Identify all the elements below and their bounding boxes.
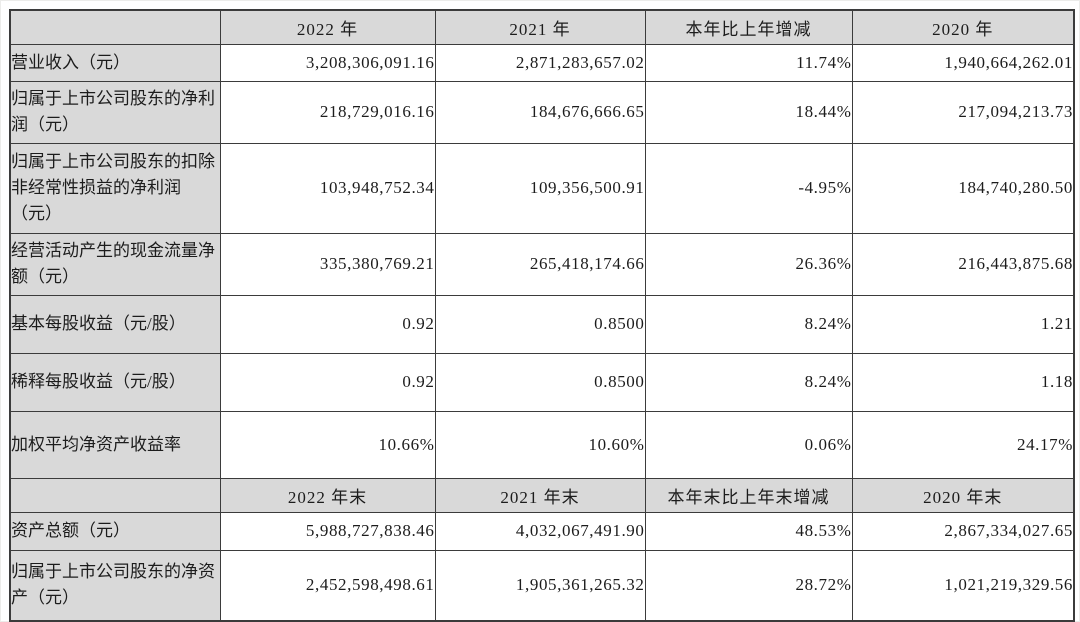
cell-2022: 218,729,016.16 (219, 81, 436, 144)
cell-change: 0.06% (644, 410, 853, 479)
cell-2020: 216,443,875.68 (851, 232, 1075, 296)
header-2022-yearend: 2022 年末 (219, 477, 436, 513)
cell-2022: 103,948,752.34 (219, 142, 436, 234)
cell-2020: 24.17% (851, 410, 1075, 479)
cell-change: -4.95% (644, 142, 853, 234)
cell-2022: 335,380,769.21 (219, 232, 436, 296)
table-row-header-annual: 2022 年 2021 年 本年比上年增减 2020 年 (9, 9, 1075, 45)
header-blank (9, 9, 221, 45)
header-2021-yearend: 2021 年末 (434, 477, 646, 513)
table-row-weighted-avg-roe: 加权平均净资产收益率 10.66% 10.60% 0.06% 24.17% (9, 410, 1075, 479)
cell-change: 18.44% (644, 81, 853, 144)
cell-2022: 2,452,598,498.61 (219, 549, 436, 622)
cell-2021: 184,676,666.65 (434, 81, 646, 144)
cell-change: 8.24% (644, 352, 853, 412)
cell-2020: 2,867,334,027.65 (851, 511, 1075, 551)
cell-2021: 0.8500 (434, 294, 646, 354)
table-row-net-profit: 归属于上市公司股东的净利润（元） 218,729,016.16 184,676,… (9, 81, 1075, 144)
cell-2020: 1.18 (851, 352, 1075, 412)
header-blank (9, 477, 221, 513)
cell-2022: 10.66% (219, 410, 436, 479)
cell-2021: 10.60% (434, 410, 646, 479)
cell-2022: 3,208,306,091.16 (219, 44, 436, 82)
row-label: 经营活动产生的现金流量净额（元） (9, 232, 221, 296)
header-yoy-change: 本年比上年增减 (644, 9, 853, 45)
row-label: 归属于上市公司股东的扣除非经常性损益的净利润（元） (9, 142, 221, 234)
row-label: 基本每股收益（元/股） (9, 294, 221, 354)
cell-change: 28.72% (644, 549, 853, 622)
cell-change: 8.24% (644, 294, 853, 354)
cell-2021: 265,418,174.66 (434, 232, 646, 296)
cell-2021: 2,871,283,657.02 (434, 44, 646, 82)
table-row-net-profit-excl-nonrecurring: 归属于上市公司股东的扣除非经常性损益的净利润（元） 103,948,752.34… (9, 142, 1075, 234)
key-financials-table: 2022 年 2021 年 本年比上年增减 2020 年 营业收入（元） 3,2… (9, 9, 1075, 622)
cell-2022: 5,988,727,838.46 (219, 511, 436, 551)
row-label: 归属于上市公司股东的净资产（元） (9, 549, 221, 622)
cell-2021: 0.8500 (434, 352, 646, 412)
header-yearend-change: 本年末比上年末增减 (644, 477, 853, 513)
header-2020-yearend: 2020 年末 (851, 477, 1075, 513)
header-2020: 2020 年 (851, 9, 1075, 45)
row-label: 营业收入（元） (9, 44, 221, 82)
cell-2021: 109,356,500.91 (434, 142, 646, 234)
cell-2020: 217,094,213.73 (851, 81, 1075, 144)
table-row-revenue: 营业收入（元） 3,208,306,091.16 2,871,283,657.0… (9, 44, 1075, 82)
cell-2021: 4,032,067,491.90 (434, 511, 646, 551)
cell-2020: 1.21 (851, 294, 1075, 354)
table-row-diluted-eps: 稀释每股收益（元/股） 0.92 0.8500 8.24% 1.18 (9, 352, 1075, 412)
cell-2021: 1,905,361,265.32 (434, 549, 646, 622)
row-label: 加权平均净资产收益率 (9, 410, 221, 479)
header-2021: 2021 年 (434, 9, 646, 45)
cell-change: 48.53% (644, 511, 853, 551)
cell-2020: 1,021,219,329.56 (851, 549, 1075, 622)
cell-2022: 0.92 (219, 294, 436, 354)
cell-2020: 1,940,664,262.01 (851, 44, 1075, 82)
row-label: 稀释每股收益（元/股） (9, 352, 221, 412)
table-row-net-assets: 归属于上市公司股东的净资产（元） 2,452,598,498.61 1,905,… (9, 549, 1075, 622)
cell-2020: 184,740,280.50 (851, 142, 1075, 234)
cell-change: 26.36% (644, 232, 853, 296)
table-row-basic-eps: 基本每股收益（元/股） 0.92 0.8500 8.24% 1.21 (9, 294, 1075, 354)
row-label: 归属于上市公司股东的净利润（元） (9, 81, 221, 144)
table-row-header-yearend: 2022 年末 2021 年末 本年末比上年末增减 2020 年末 (9, 477, 1075, 513)
cell-change: 11.74% (644, 44, 853, 82)
header-2022: 2022 年 (219, 9, 436, 45)
table-row-total-assets: 资产总额（元） 5,988,727,838.46 4,032,067,491.9… (9, 511, 1075, 551)
table-row-operating-cash-flow: 经营活动产生的现金流量净额（元） 335,380,769.21 265,418,… (9, 232, 1075, 296)
row-label: 资产总额（元） (9, 511, 221, 551)
cell-2022: 0.92 (219, 352, 436, 412)
